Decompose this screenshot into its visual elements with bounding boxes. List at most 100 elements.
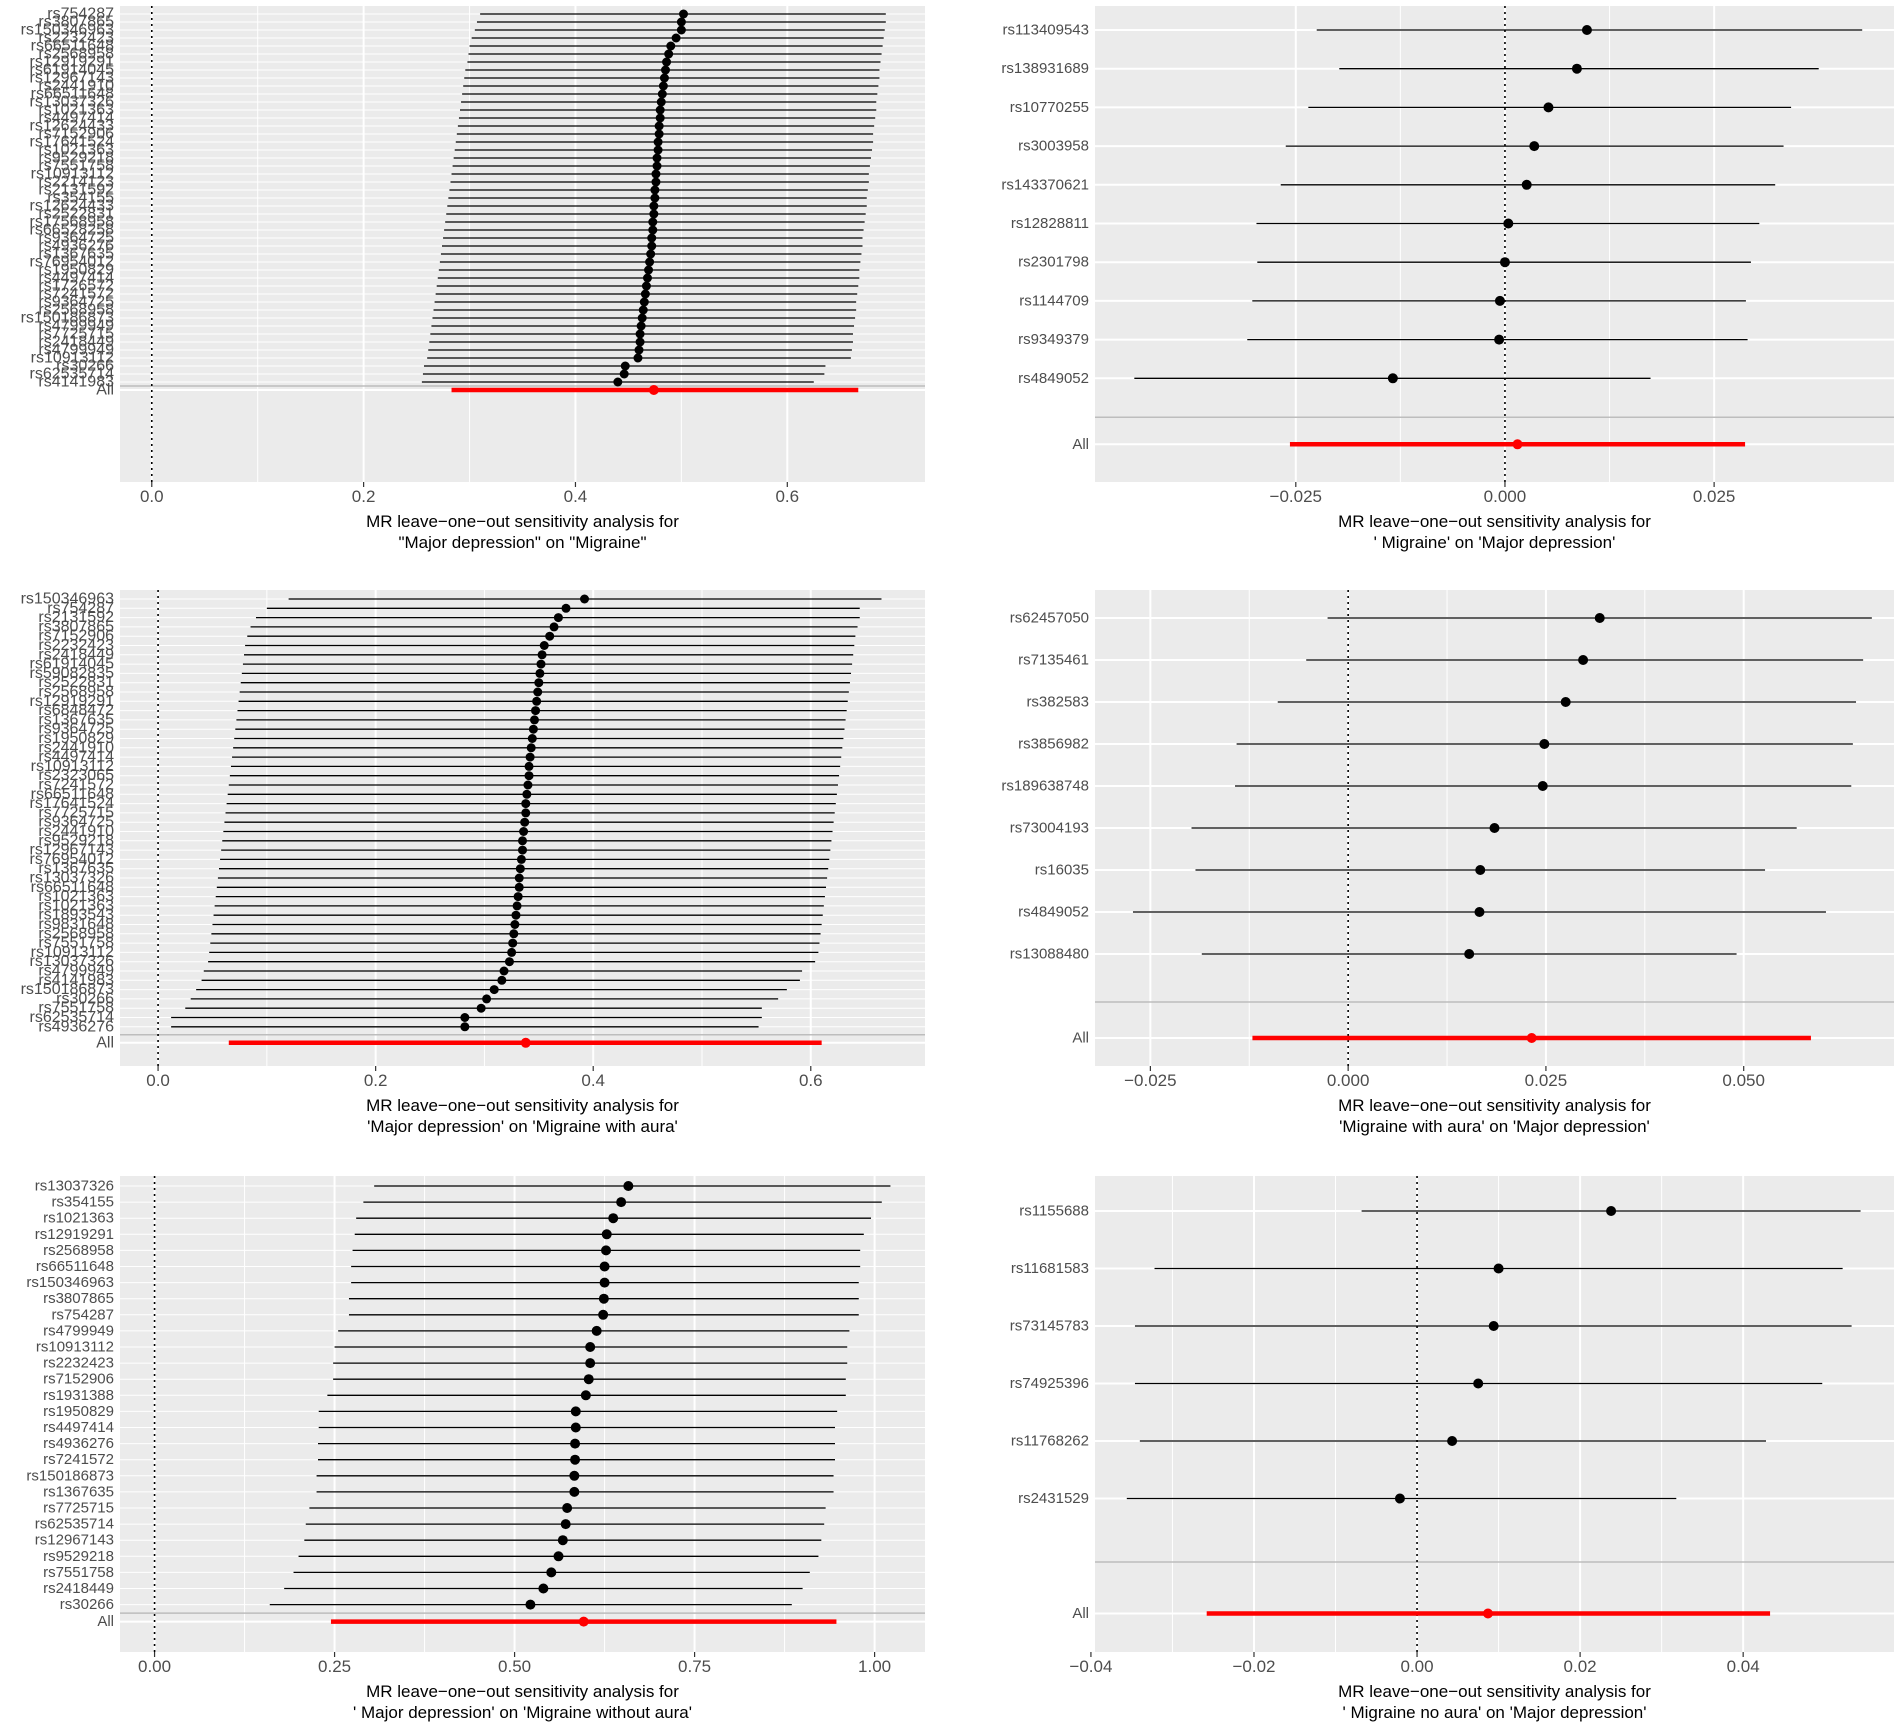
p3-snp-label: rs2323065: [38, 767, 114, 784]
p2-estimate-point: [1571, 63, 1582, 74]
p1-snp-label: rs4497414: [38, 270, 114, 287]
p1-snp-label: rs61914045: [29, 62, 114, 79]
p1-snp-label: rs7725715: [38, 326, 114, 343]
p1-estimate-point: [654, 129, 664, 139]
p2-estimate-point: [1499, 257, 1510, 268]
p3-snp-label: rs150186873: [21, 981, 115, 998]
p3-axis-title-line1: MR leave−one−out sensitivity analysis fo…: [366, 1096, 679, 1115]
p1-snp-label: rs4799949: [38, 318, 114, 335]
p3-estimate-point: [521, 808, 531, 818]
p1-estimate-point: [656, 97, 666, 107]
p3-estimate-point: [553, 613, 563, 623]
p3-snp-label: rs4799949: [38, 963, 114, 980]
p2-x-tick-label: 0.025: [1693, 487, 1736, 506]
p4-x-tick-label: −0.025: [1124, 1071, 1176, 1090]
p3-snp-label: rs76954012: [29, 851, 114, 868]
p1-snp-label: rs4141983: [38, 374, 114, 391]
p5-estimate-point: [570, 1406, 581, 1417]
p1-snp-label: rs2214123: [38, 174, 114, 191]
p1-estimate-point: [634, 345, 644, 355]
p2-snp-label: rs138931689: [1001, 60, 1089, 77]
p5-x-tick-label: 1.00: [858, 1657, 891, 1676]
p2-snp-label: rs113409543: [1003, 22, 1089, 39]
p1-snp-label: rs4799949: [38, 342, 114, 359]
p1-estimate-point: [633, 353, 643, 363]
p5-estimate-point: [569, 1486, 580, 1497]
p3-snp-label: rs150346963: [21, 591, 115, 608]
p1-snp-label: rs12967143: [29, 70, 114, 87]
p1-x-tick-label: 0.2: [352, 487, 376, 506]
p4-estimate-point: [1537, 781, 1548, 791]
p1-snp-label: rs2441910: [38, 78, 114, 95]
p3-estimate-point: [529, 715, 539, 725]
p1-snp-label: rs7551758: [38, 158, 114, 175]
p1-snp-label: rs17641524: [29, 134, 114, 151]
p3-estimate-point: [523, 780, 533, 790]
p3-estimate-point: [580, 594, 590, 604]
p3-estimate-point: [513, 892, 523, 902]
p1-estimate-point: [645, 257, 655, 267]
p6-snp-label: rs74925396: [1010, 1375, 1089, 1392]
p5-snp-label: rs7241572: [43, 1451, 114, 1468]
p6-x-tick-label: 0.00: [1400, 1657, 1433, 1676]
p3-snp-label: rs1021363: [38, 888, 114, 905]
p1-estimate-point: [671, 33, 681, 43]
p1-estimate-point: [644, 265, 654, 275]
p4-x-tick-label: 0.050: [1722, 1071, 1765, 1090]
p2-estimate-point: [1503, 218, 1514, 229]
p5-snp-label: rs12919291: [35, 1226, 114, 1243]
p3-x-tick-label: 0.4: [581, 1071, 605, 1090]
p1-snp-label: rs3807865: [38, 14, 114, 31]
p3-snp-label: rs66511648: [31, 786, 114, 803]
p3-snp-label: rs7725715: [38, 804, 114, 821]
p4-axis-title-line1: MR leave−one−out sensitivity analysis fo…: [1338, 1096, 1651, 1115]
p4-overall-label: All: [1072, 1030, 1089, 1047]
p1-snp-label: rs2522831: [38, 206, 114, 223]
p3-estimate-point: [482, 994, 492, 1004]
p1-estimate-point: [655, 113, 665, 123]
p3-estimate-point: [460, 1013, 470, 1022]
p3-snp-label: rs13037326: [29, 953, 114, 970]
p3-estimate-point: [476, 1003, 486, 1013]
p2-axis-title-line2: ' Migraine' on 'Major depression': [1374, 533, 1616, 552]
p1-snp-label: rs7152906: [38, 126, 114, 143]
p2-snp-label: rs12828811: [1011, 215, 1089, 232]
p1-snp-label: rs12624433: [29, 118, 114, 135]
p5-estimate-point: [591, 1325, 602, 1336]
p1-snp-label: rs66511648: [31, 86, 114, 103]
p6-overall-point: [1482, 1608, 1493, 1619]
p3-snp-label: rs2568958: [38, 684, 114, 701]
p1-estimate-point: [647, 233, 657, 243]
p6-snp-label: rs11768262: [1011, 1433, 1089, 1450]
p5-snp-label: rs10913112: [36, 1339, 114, 1356]
p3-snp-label: rs10913112: [31, 758, 114, 775]
p5-estimate-point: [569, 1470, 580, 1481]
p3-snp-label: rs7152906: [38, 628, 114, 645]
p3-snp-label: rs2441910: [38, 823, 114, 840]
p1-overall-point: [648, 385, 659, 395]
p2-x-tick-label: 0.000: [1484, 487, 1527, 506]
p5-overall-point: [578, 1616, 589, 1627]
p3-estimate-point: [522, 789, 532, 799]
p4-estimate-point: [1474, 907, 1485, 917]
p3-snp-label: rs1893543: [38, 907, 114, 924]
p1-snp-label: rs1021363: [38, 102, 114, 119]
p3-snp-label: rs59082835: [29, 665, 114, 682]
p3-snp-label: rs2568958: [38, 925, 114, 942]
p3-snp-label: rs9364725: [38, 721, 114, 738]
p3-estimate-point: [549, 622, 559, 632]
p4-snp-label: rs189638748: [1001, 778, 1089, 795]
p1-snp-label: rs7241572: [38, 286, 114, 303]
p1-x-tick-label: 0.0: [140, 487, 164, 506]
p1-snp-label: rs2418449: [38, 334, 114, 351]
p1-estimate-point: [666, 41, 676, 51]
p1-snp-label: rs1021363: [38, 142, 114, 159]
p1-snp-label: rs150346963: [21, 22, 115, 39]
p5-estimate-point: [570, 1438, 581, 1449]
p2-snp-label: rs3003958: [1018, 138, 1089, 155]
p3-snp-label: rs13037326: [29, 870, 114, 887]
p3-estimate-point: [524, 761, 534, 771]
p1-estimate-point: [662, 57, 672, 67]
p1-estimate-point: [653, 137, 663, 147]
p2-snp-label: rs4849052: [1018, 370, 1089, 387]
